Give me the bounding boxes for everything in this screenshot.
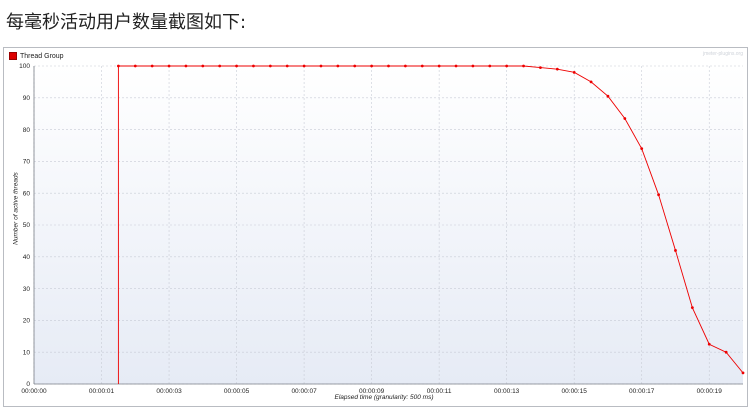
data-point-32 <box>640 147 644 151</box>
data-point-14 <box>336 64 340 68</box>
data-point-1 <box>117 64 120 68</box>
y-tick-label-10: 10 <box>23 349 31 356</box>
data-point-38 <box>741 371 745 375</box>
x-tick-label-9: 00:00:17 <box>629 388 655 395</box>
data-point-18 <box>403 64 407 68</box>
data-point-25 <box>522 64 525 68</box>
plot-area <box>34 66 743 384</box>
data-point-19 <box>420 64 424 68</box>
y-tick-label-30: 30 <box>23 286 31 293</box>
chart-svg: 0 10 20 30 40 50 60 70 80 90 100 00:00:00 00:00:01 00… <box>19 63 745 395</box>
data-point-6 <box>201 64 205 68</box>
x-tick-label-7: 00:00:13 <box>494 388 520 395</box>
data-point-31 <box>623 117 627 120</box>
y-axis-title: Number of active threads <box>12 172 20 245</box>
data-point-17 <box>387 64 390 68</box>
chart-legend: Thread Group <box>9 52 64 60</box>
data-point-35 <box>690 306 694 310</box>
x-tick-label-6: 00:00:11 <box>427 388 452 395</box>
data-point-15 <box>353 64 357 68</box>
y-tick-label-20: 20 <box>23 318 31 325</box>
x-tick-label-2: 00:00:03 <box>156 388 182 395</box>
data-point-16 <box>370 64 374 68</box>
data-point-13 <box>319 64 323 68</box>
data-point-5 <box>184 64 188 68</box>
y-tick-label-100: 100 <box>19 63 30 70</box>
x-tick-label-4: 00:00:07 <box>291 388 317 395</box>
y-tick-label-70: 70 <box>23 159 31 166</box>
y-tick-label-90: 90 <box>23 95 31 102</box>
y-tick-label-60: 60 <box>23 190 31 197</box>
chart-panel: 0 10 20 30 40 50 60 70 80 90 100 00:00:00 00:00:01 00… <box>3 47 748 407</box>
data-point-21 <box>454 64 458 68</box>
data-point-36 <box>707 342 711 346</box>
data-point-34 <box>674 249 677 252</box>
data-point-7 <box>218 64 222 68</box>
y-tick-label-0: 0 <box>26 381 30 388</box>
data-point-11 <box>285 64 289 68</box>
x-tick-label-0: 00:00:00 <box>21 388 47 395</box>
data-point-24 <box>505 64 509 68</box>
data-point-3 <box>150 64 154 68</box>
data-point-9 <box>252 64 255 68</box>
y-tick-label-80: 80 <box>23 127 31 134</box>
data-point-30 <box>606 94 610 98</box>
data-point-37 <box>724 350 728 354</box>
data-point-22 <box>471 64 475 68</box>
data-point-33 <box>657 193 660 197</box>
legend-label-thread-group: Thread Group <box>20 52 64 60</box>
data-point-29 <box>589 80 593 84</box>
chart-watermark: jmeter-plugins.org <box>702 51 743 57</box>
x-tick-label-5: 00:00:09 <box>359 388 385 395</box>
x-tick-label-3: 00:00:05 <box>224 388 250 395</box>
x-tick-label-8: 00:00:15 <box>562 388 588 395</box>
data-point-4 <box>167 64 171 68</box>
data-point-10 <box>268 64 272 68</box>
data-point-23 <box>488 64 492 68</box>
data-point-8 <box>235 64 238 68</box>
legend-swatch-thread-group <box>9 52 17 60</box>
x-tick-label-1: 00:00:01 <box>89 388 115 395</box>
data-point-26 <box>539 66 542 69</box>
page-heading: 每毫秒活动用户数量截图如下: <box>6 12 247 33</box>
data-point-28 <box>572 70 576 74</box>
y-tick-label-40: 40 <box>23 254 31 261</box>
data-point-27 <box>555 67 559 71</box>
data-point-2 <box>133 64 137 68</box>
y-tick-label-50: 50 <box>23 222 31 229</box>
x-axis-title: Elapsed time (granularity: 500 ms) <box>334 394 434 401</box>
data-point-12 <box>302 64 306 68</box>
x-tick-label-10: 00:00:19 <box>697 388 723 395</box>
data-point-20 <box>437 64 441 68</box>
